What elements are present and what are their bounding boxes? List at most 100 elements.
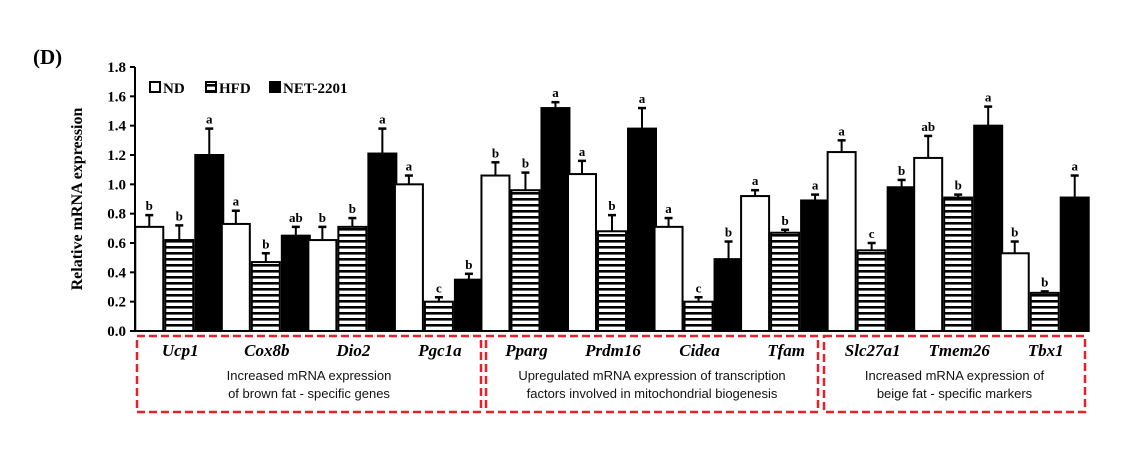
bar-hfd [856,249,887,332]
bar-nd [826,151,857,332]
panel-label: (D) [33,45,62,69]
significance-letter: a [406,159,413,174]
significance-letter: a [752,173,759,188]
bar-group-cidea: a c b [653,201,744,332]
legend-label: ND [163,81,185,97]
bar-group-ucp1: b b a [134,112,225,332]
significance-letter: a [838,123,845,138]
significance-letter: a [206,112,213,127]
x-tick-label: Pparg [504,341,548,360]
x-tick-labels: Ucp1 Cox8b Dio2 Pgc1a Pparg Prdm16 Cidea Tfam Sl… [162,341,1064,360]
bar-group-prdm16: a b a [567,91,657,332]
significance-letter: a [639,91,646,106]
significance-letter: b [1041,274,1048,289]
y-tick-label: 1.8 [107,60,126,76]
group-caption: Upregulated mRNA expression of transcrip… [518,368,785,383]
group-caption: of brown fat - specific genes [228,386,390,401]
bar-net-2201 [1059,196,1090,332]
legend-swatch-hfd [205,81,217,93]
significance-letter: a [579,144,586,159]
bar-group-tfam: a b a [740,173,831,333]
bar-net-2201 [886,186,917,332]
group-caption: factors involved in mitochondrial biogen… [527,386,778,401]
x-tick-label: Ucp1 [162,341,199,360]
bar-nd [220,222,251,332]
bar-nd [567,173,597,332]
group-box [822,334,1087,414]
bar-hfd [770,231,801,333]
bar-hfd [510,189,541,332]
bar-group-slc27a1: a c b [826,123,917,332]
significance-letter: b [349,201,356,216]
bar-nd [480,174,511,332]
y-tick-label: 1.6 [107,89,126,105]
significance-letter: b [522,156,529,171]
bar-hfd [250,261,281,333]
significance-letter: b [955,178,962,193]
bar-group-dio2: b b a [307,112,398,332]
x-tick-label: Tfam [767,341,805,360]
significance-letter: ab [289,210,303,225]
bar-hfd [683,300,714,332]
group-caption: Increased mRNA expression of [865,368,1045,383]
y-tick-label: 0.4 [107,265,126,281]
legend: ND HFD NET-2201 [149,81,347,97]
significance-letter: a [552,85,559,100]
bar-nd [999,252,1030,332]
significance-letter: ab [921,119,935,134]
significance-letter: b [781,213,788,228]
bar-net-2201 [627,127,657,332]
significance-letter: a [665,201,672,216]
bar-net-2201 [367,152,398,332]
x-tick-label: Tbx1 [1028,341,1064,360]
x-tick-label: Prdm16 [584,341,641,360]
significance-letter: a [985,90,992,105]
bar-group-pparg: b b a [480,85,571,332]
x-tick-label: Cidea [679,341,720,360]
y-axis-title: Relative mRNA expression [69,108,86,291]
significance-letter: b [898,163,905,178]
x-tick-label: Cox8b [244,341,289,360]
significance-letter: a [233,194,240,209]
bar-group-tmem26: ab b a [913,90,1004,332]
significance-letter: b [262,236,269,251]
bar-net-2201 [973,124,1004,332]
bar-hfd [337,225,368,332]
significance-letter: b [176,208,183,223]
x-tick-label: Slc27a1 [845,341,901,360]
significance-letter: b [319,210,326,225]
y-tick-label: 1.2 [107,148,126,164]
category-group-boxes: Increased mRNA expression of brown fat - … [135,334,1087,414]
y-tick-label: 1.4 [107,119,126,135]
significance-letter: a [812,178,819,193]
y-tick-label: 0.8 [107,207,126,223]
group-box [135,334,483,414]
bar-group-tbx1: b b a [999,159,1090,333]
significance-letter: b [725,225,732,240]
bar-hfd [1029,291,1060,333]
significance-letter: c [696,280,702,295]
legend-swatch-net-2201 [269,81,281,93]
significance-letter: a [379,112,386,127]
bar-hfd [164,239,195,332]
y-tick-label: 0.6 [107,236,126,252]
significance-letter: c [869,226,875,241]
bar-net-2201 [540,107,571,332]
bar-hfd [423,300,454,332]
group-caption: beige fat - specific markers [877,386,1033,401]
bar-nd [653,225,684,332]
bar-hfd [943,196,974,332]
bar-net-2201 [194,154,225,332]
y-tick-label: 0.0 [107,324,126,340]
bar-net-2201 [280,234,311,333]
bar-hfd [597,230,627,332]
bar-group-pgc1a: a c b [393,159,484,332]
bar-nd [134,225,165,332]
significance-letter: b [492,145,499,160]
bar-nd [913,156,944,332]
bar-net-2201 [800,199,831,332]
bar-nd [307,239,338,332]
significance-letter: b [1011,225,1018,240]
